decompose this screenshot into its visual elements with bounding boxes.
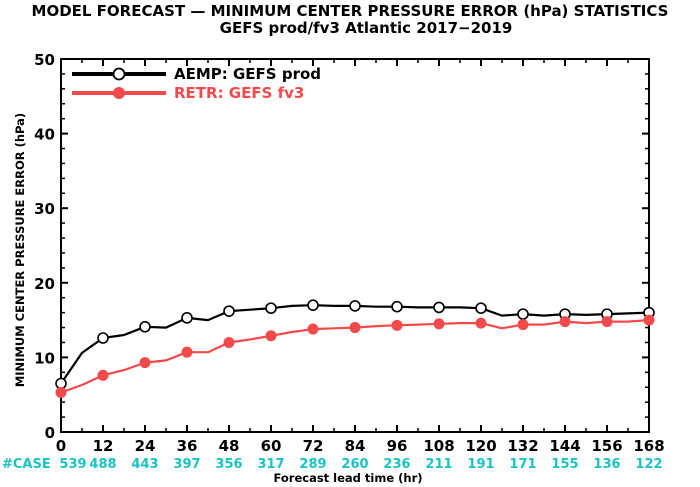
legend-label: RETR: GEFS fv3: [174, 84, 304, 102]
case-count: 155: [551, 457, 578, 472]
data-point: [517, 308, 529, 320]
x-tick-label: 96: [387, 437, 408, 455]
case-count: 260: [341, 457, 368, 472]
case-count: 397: [173, 457, 200, 472]
x-tick-label: 24: [135, 437, 156, 455]
plot-frame: [60, 58, 650, 433]
x-tick-label: 12: [93, 437, 114, 455]
data-point: [181, 312, 193, 324]
legend-swatch-marker: [113, 87, 125, 99]
x-tick-label: 60: [261, 437, 282, 455]
x-tick-label: 108: [423, 437, 454, 455]
data-point: [643, 314, 655, 326]
x-tick-label: 36: [177, 437, 198, 455]
data-point: [265, 330, 277, 342]
case-row-label: #CASE: [2, 457, 51, 472]
data-point: [97, 369, 109, 381]
y-tick-label: 40: [34, 126, 55, 144]
data-point: [307, 299, 319, 311]
data-point: [181, 346, 193, 358]
data-point: [139, 357, 151, 369]
case-count: 317: [257, 457, 284, 472]
data-point: [391, 319, 403, 331]
case-count: 136: [593, 457, 620, 472]
legend-label: AEMP: GEFS prod: [174, 65, 321, 83]
x-tick-label: 132: [507, 437, 538, 455]
chart-title: MODEL FORECAST — MINIMUM CENTER PRESSURE…: [32, 2, 669, 20]
data-point: [559, 316, 571, 328]
x-axis-label: Forecast lead time (hr): [273, 471, 422, 485]
x-tick-label: 120: [465, 437, 496, 455]
x-tick-label: 156: [591, 437, 622, 455]
y-tick-label: 10: [34, 349, 55, 367]
x-tick-label: 0: [56, 437, 66, 455]
chart-subtitle: GEFS prod/fv3 Atlantic 2017−2019: [220, 19, 513, 37]
data-point: [601, 316, 613, 328]
legend-swatch-marker: [112, 67, 126, 81]
data-point: [433, 301, 445, 314]
case-count: 356: [215, 457, 242, 472]
case-count: 211: [425, 457, 452, 472]
data-point: [223, 336, 235, 348]
case-count: 236: [383, 457, 410, 472]
x-tick-label: 168: [633, 437, 664, 455]
case-count: 191: [467, 457, 494, 472]
axes: 0 10 20 30 40 50 0 12 24 36 48 60 72 84 96 108 120 132 144…: [2, 51, 665, 472]
data-point: [349, 300, 361, 312]
data-point: [517, 319, 529, 331]
case-count: 488: [89, 457, 116, 472]
case-count: 539: [59, 457, 86, 472]
x-tick-label: 144: [549, 437, 580, 455]
y-tick-label: 50: [34, 51, 55, 69]
case-count: 171: [509, 457, 536, 472]
data-point: [55, 386, 67, 398]
y-tick-label: 30: [34, 200, 55, 218]
data-point: [475, 317, 487, 329]
x-tick-label: 72: [303, 437, 324, 455]
series-gefs-fv3: [55, 314, 655, 398]
data-point: [223, 305, 235, 317]
case-count: 289: [299, 457, 326, 472]
data-point: [475, 302, 487, 314]
data-point: [349, 322, 361, 334]
data-point: [139, 321, 151, 333]
y-axis-label: MINIMUM CENTER PRESSURE ERROR (hPa): [13, 113, 27, 387]
y-tick-label: 0: [45, 424, 55, 442]
case-count: 122: [635, 457, 662, 472]
data-point: [391, 300, 403, 313]
data-point: [265, 302, 277, 314]
data-point: [433, 318, 445, 330]
data-point: [97, 332, 109, 344]
y-tick-label: 20: [34, 275, 55, 293]
data-point: [307, 323, 319, 335]
x-tick-label: 84: [345, 437, 366, 455]
series-gefs-prod: [55, 299, 655, 390]
x-tick-label: 48: [219, 437, 240, 455]
case-count: 443: [131, 457, 158, 472]
series-layer: [55, 299, 655, 398]
